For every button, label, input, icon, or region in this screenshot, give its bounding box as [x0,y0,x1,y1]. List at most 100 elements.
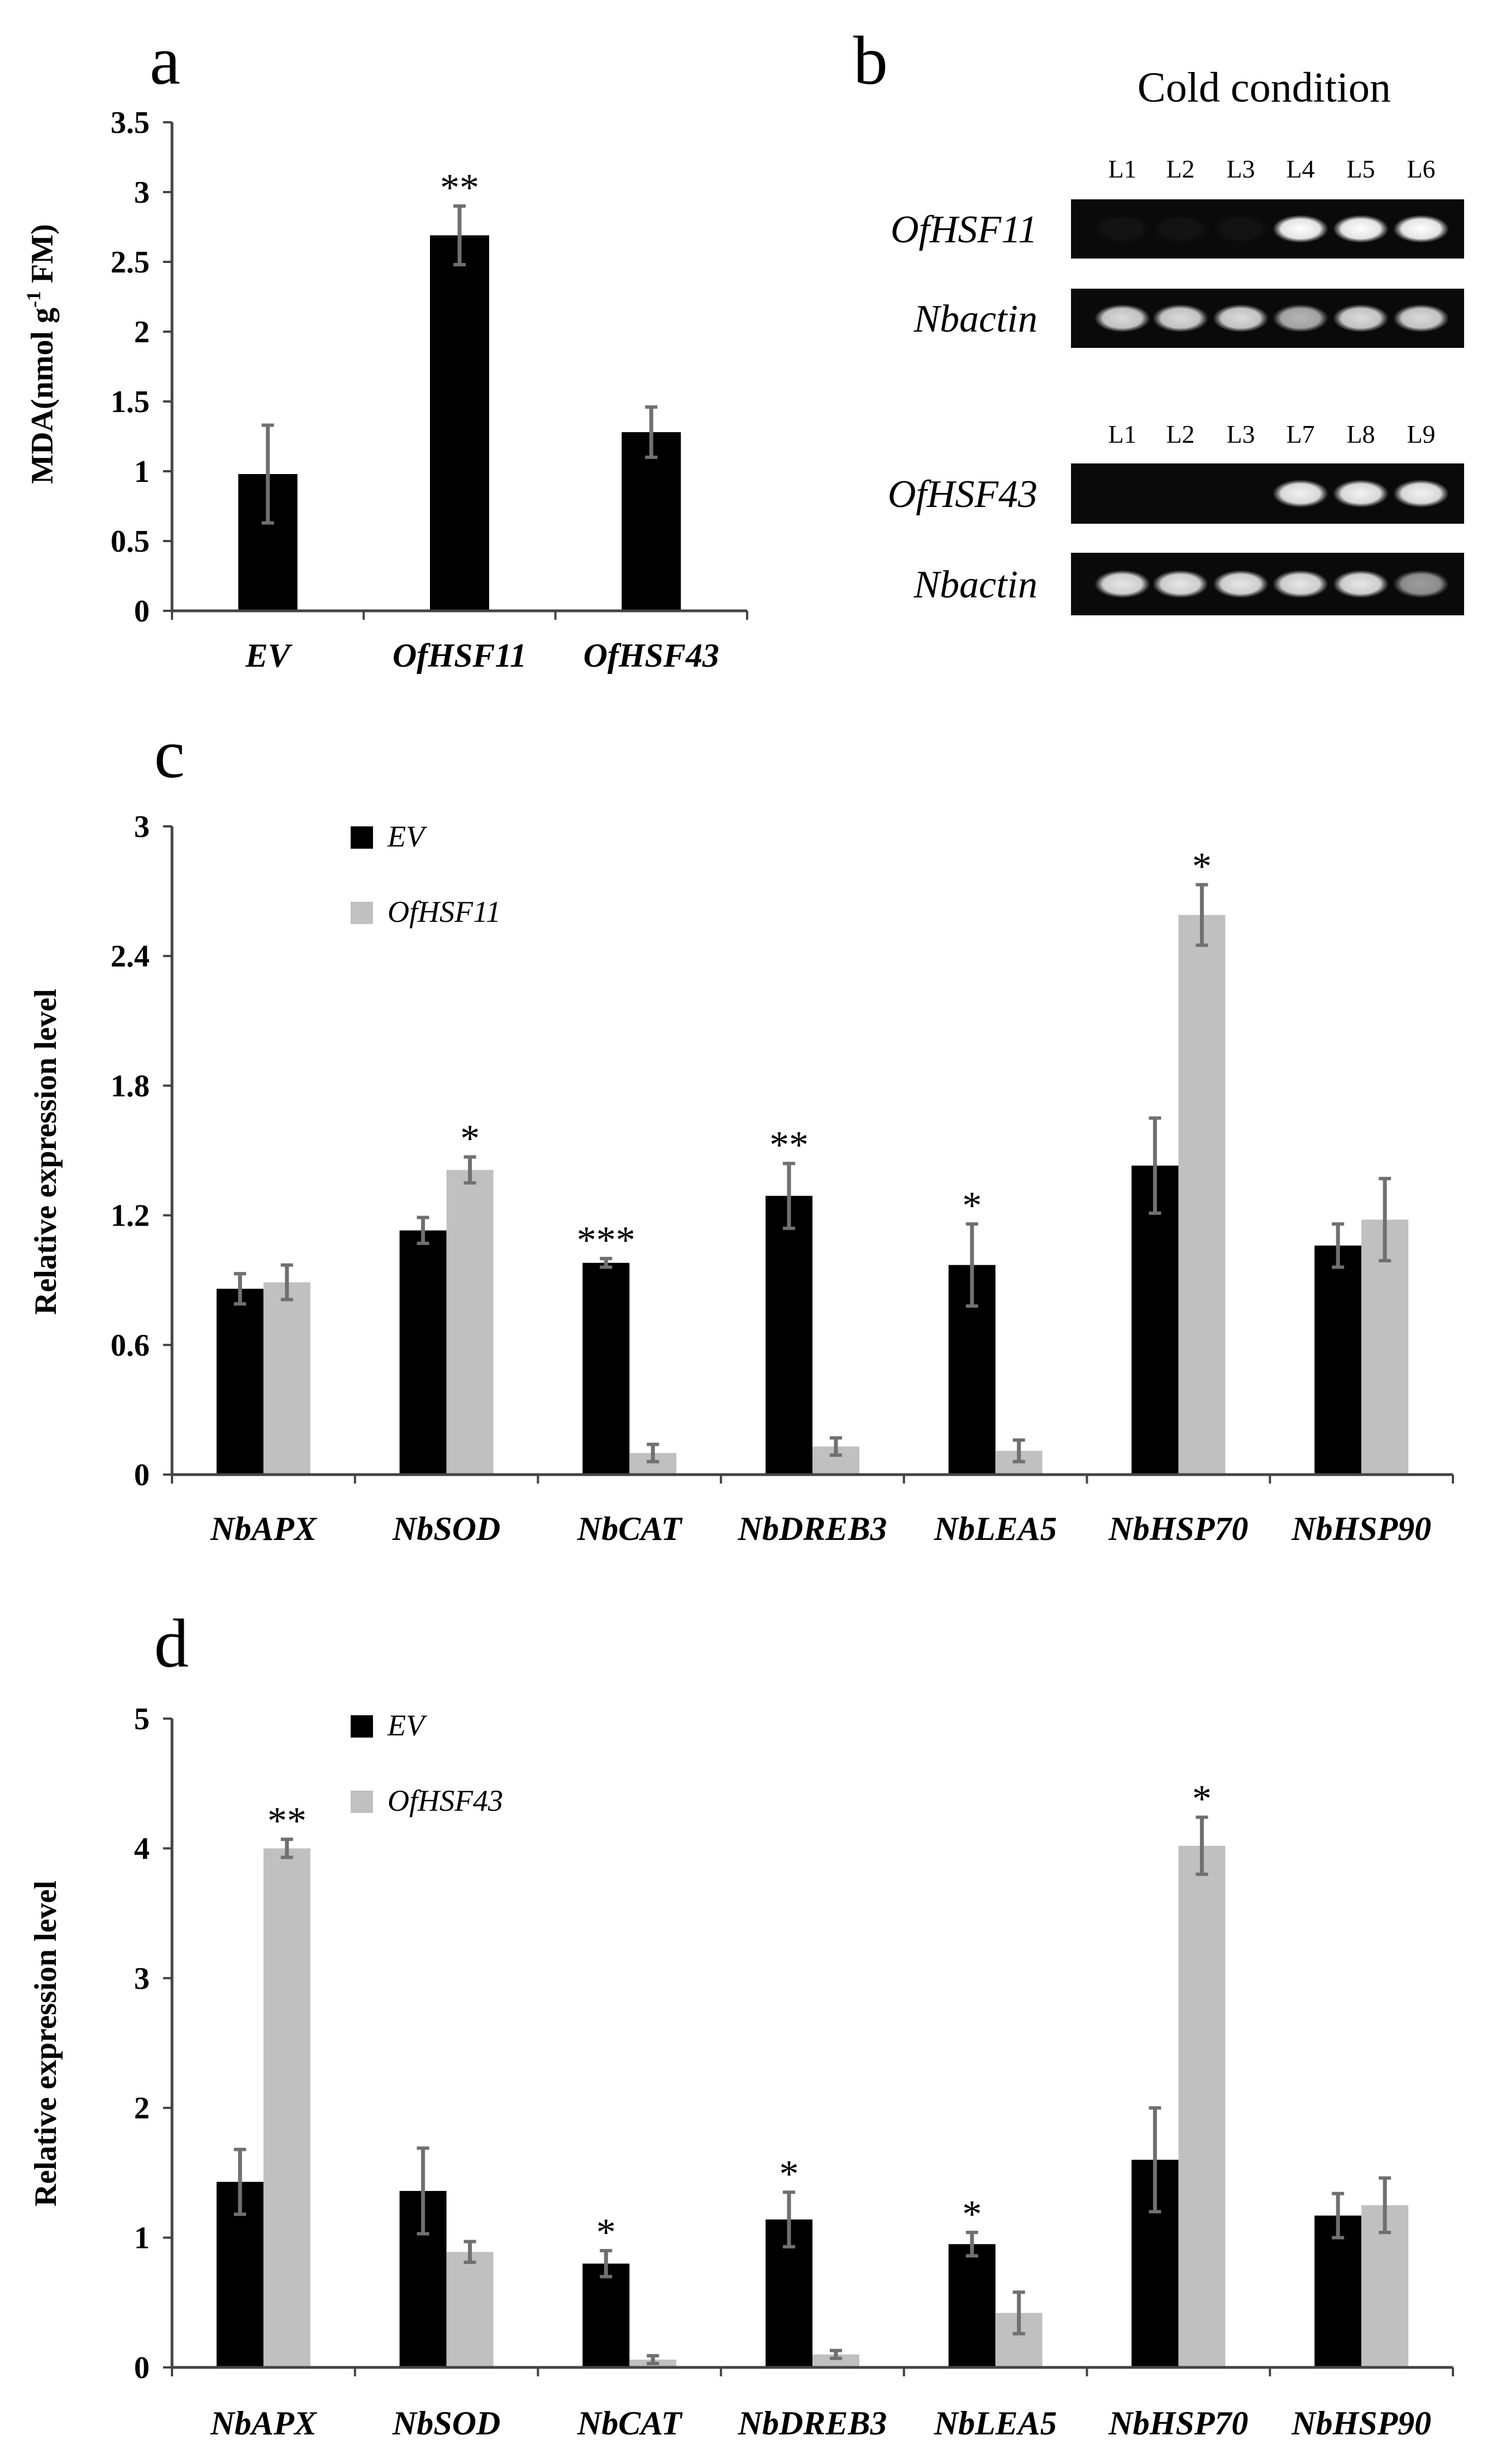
lane-label: L2 [1166,420,1194,448]
y-tick-label: 3.5 [111,106,150,140]
significance-marker: * [1192,1778,1212,1821]
legend-label: OfHSF11 [388,895,501,929]
gene-label: OfHSF11 [891,208,1037,251]
y-tick-label: 3 [134,810,150,844]
gel-band [1153,304,1208,332]
y-tick-label: 2 [134,2091,150,2126]
lane-label: L8 [1346,420,1375,448]
gel-band [1213,215,1269,243]
bar [1178,1845,1226,2367]
significance-marker: * [780,2152,799,2195]
category-label: NbHSP70 [1108,1510,1248,1547]
lane-label: L1 [1108,155,1136,183]
y-tick-label: 2.5 [111,245,150,280]
bar [1131,1165,1179,1475]
y-tick-label: 5 [134,1702,150,1736]
lane-label: L6 [1407,155,1435,183]
gene-label: OfHSF43 [888,473,1037,516]
y-tick-label: 0 [134,594,150,629]
gene-label: Nbactin [913,563,1037,606]
gel-band [1333,570,1389,598]
bar [1314,1245,1362,1475]
gel-band [1094,215,1150,243]
bar [399,1230,447,1475]
panel-d-y-axis-label: Relative expression level [28,1881,63,2207]
significance-marker: *** [577,1219,635,1262]
gel-band [1213,570,1269,598]
category-label: NbSOD [392,2405,500,2442]
gel-band [1333,480,1389,508]
panel-label-a: a [150,22,180,99]
significance-marker: * [1192,845,1212,888]
bar [1178,915,1226,1475]
bar [1314,2216,1362,2367]
gel-band [1273,570,1328,598]
category-label: NbHSP70 [1108,2405,1248,2442]
gel-band [1393,304,1449,332]
panel-a-y-axis-label: MDA(nmol g-1 FM) [22,224,60,484]
bar [216,1289,264,1475]
panel-c-y-axis-label: Relative expression level [28,989,63,1315]
bar [948,2244,996,2367]
gel-band [1153,215,1208,243]
panel-a-y-label-main: MDA(nmol g [25,308,60,484]
significance-marker: ** [769,1124,809,1167]
gel-band [1273,304,1328,332]
panel-label-b: b [853,22,888,99]
lane-label: L3 [1226,420,1255,448]
bar [582,1262,630,1475]
y-tick-label: 0.6 [111,1328,150,1363]
lane-label: L4 [1286,155,1314,183]
panel-label-c: c [154,716,185,792]
significance-marker: * [460,1117,480,1160]
gel-band [1393,215,1449,243]
legend-swatch [351,1715,373,1738]
category-label: NbLEA5 [934,2405,1057,2442]
y-tick-label: 1.8 [111,1069,150,1103]
significance-marker: * [596,2211,616,2254]
lane-label: L7 [1286,420,1314,448]
y-tick-label: 4 [134,1831,150,1866]
category-label: NbAPX [210,1510,318,1547]
category-label: NbSOD [392,1510,500,1547]
category-label: NbHSP90 [1291,2405,1431,2442]
lane-label: L2 [1166,155,1194,183]
y-tick-label: 1.5 [111,385,150,419]
y-tick-label: 3 [134,1961,150,1996]
gel-title: Cold condition [1137,64,1391,111]
panel-a-y-label-superscript: -1 [22,291,45,308]
lane-label: L9 [1407,420,1435,448]
panel-label-d: d [154,1605,189,1682]
y-tick-label: 0 [134,2351,150,2385]
bar [446,2252,494,2367]
legend-swatch [351,826,373,849]
gel-band [1333,304,1389,332]
gel-band [1094,570,1150,598]
bar [582,2264,630,2367]
legend-label: EV [387,820,428,853]
gel-band [1273,480,1328,508]
gel-band [1393,480,1449,508]
bar [766,1195,812,1475]
category-label: NbDREB3 [738,1510,887,1547]
chart-panel-c: Relative expression level 0 0.6 1.2 1.8 2.4 3… [28,810,1454,1547]
y-tick-label: 1 [134,2221,150,2256]
bar [621,432,681,611]
chart-panel-a: MDA(nmol g-1 FM) 0 0.5 1 1.5 2 2.5 3 3.5 EV OfHSF… [22,106,748,674]
gel-band [1153,570,1208,598]
bar [263,1848,310,2367]
category-label: NbAPX [210,2405,318,2442]
gel-band [1213,304,1269,332]
bar [430,235,489,611]
lane-label: L1 [1108,420,1136,448]
significance-marker: ** [440,166,479,209]
significance-marker: * [962,2193,982,2236]
significance-marker: * [962,1184,982,1227]
gel-band [1273,215,1328,243]
lane-label: L5 [1346,155,1375,183]
bar [812,2354,859,2367]
y-tick-label: 2 [134,315,150,350]
y-tick-label: 1.2 [111,1199,150,1233]
gel-band [1393,570,1449,598]
